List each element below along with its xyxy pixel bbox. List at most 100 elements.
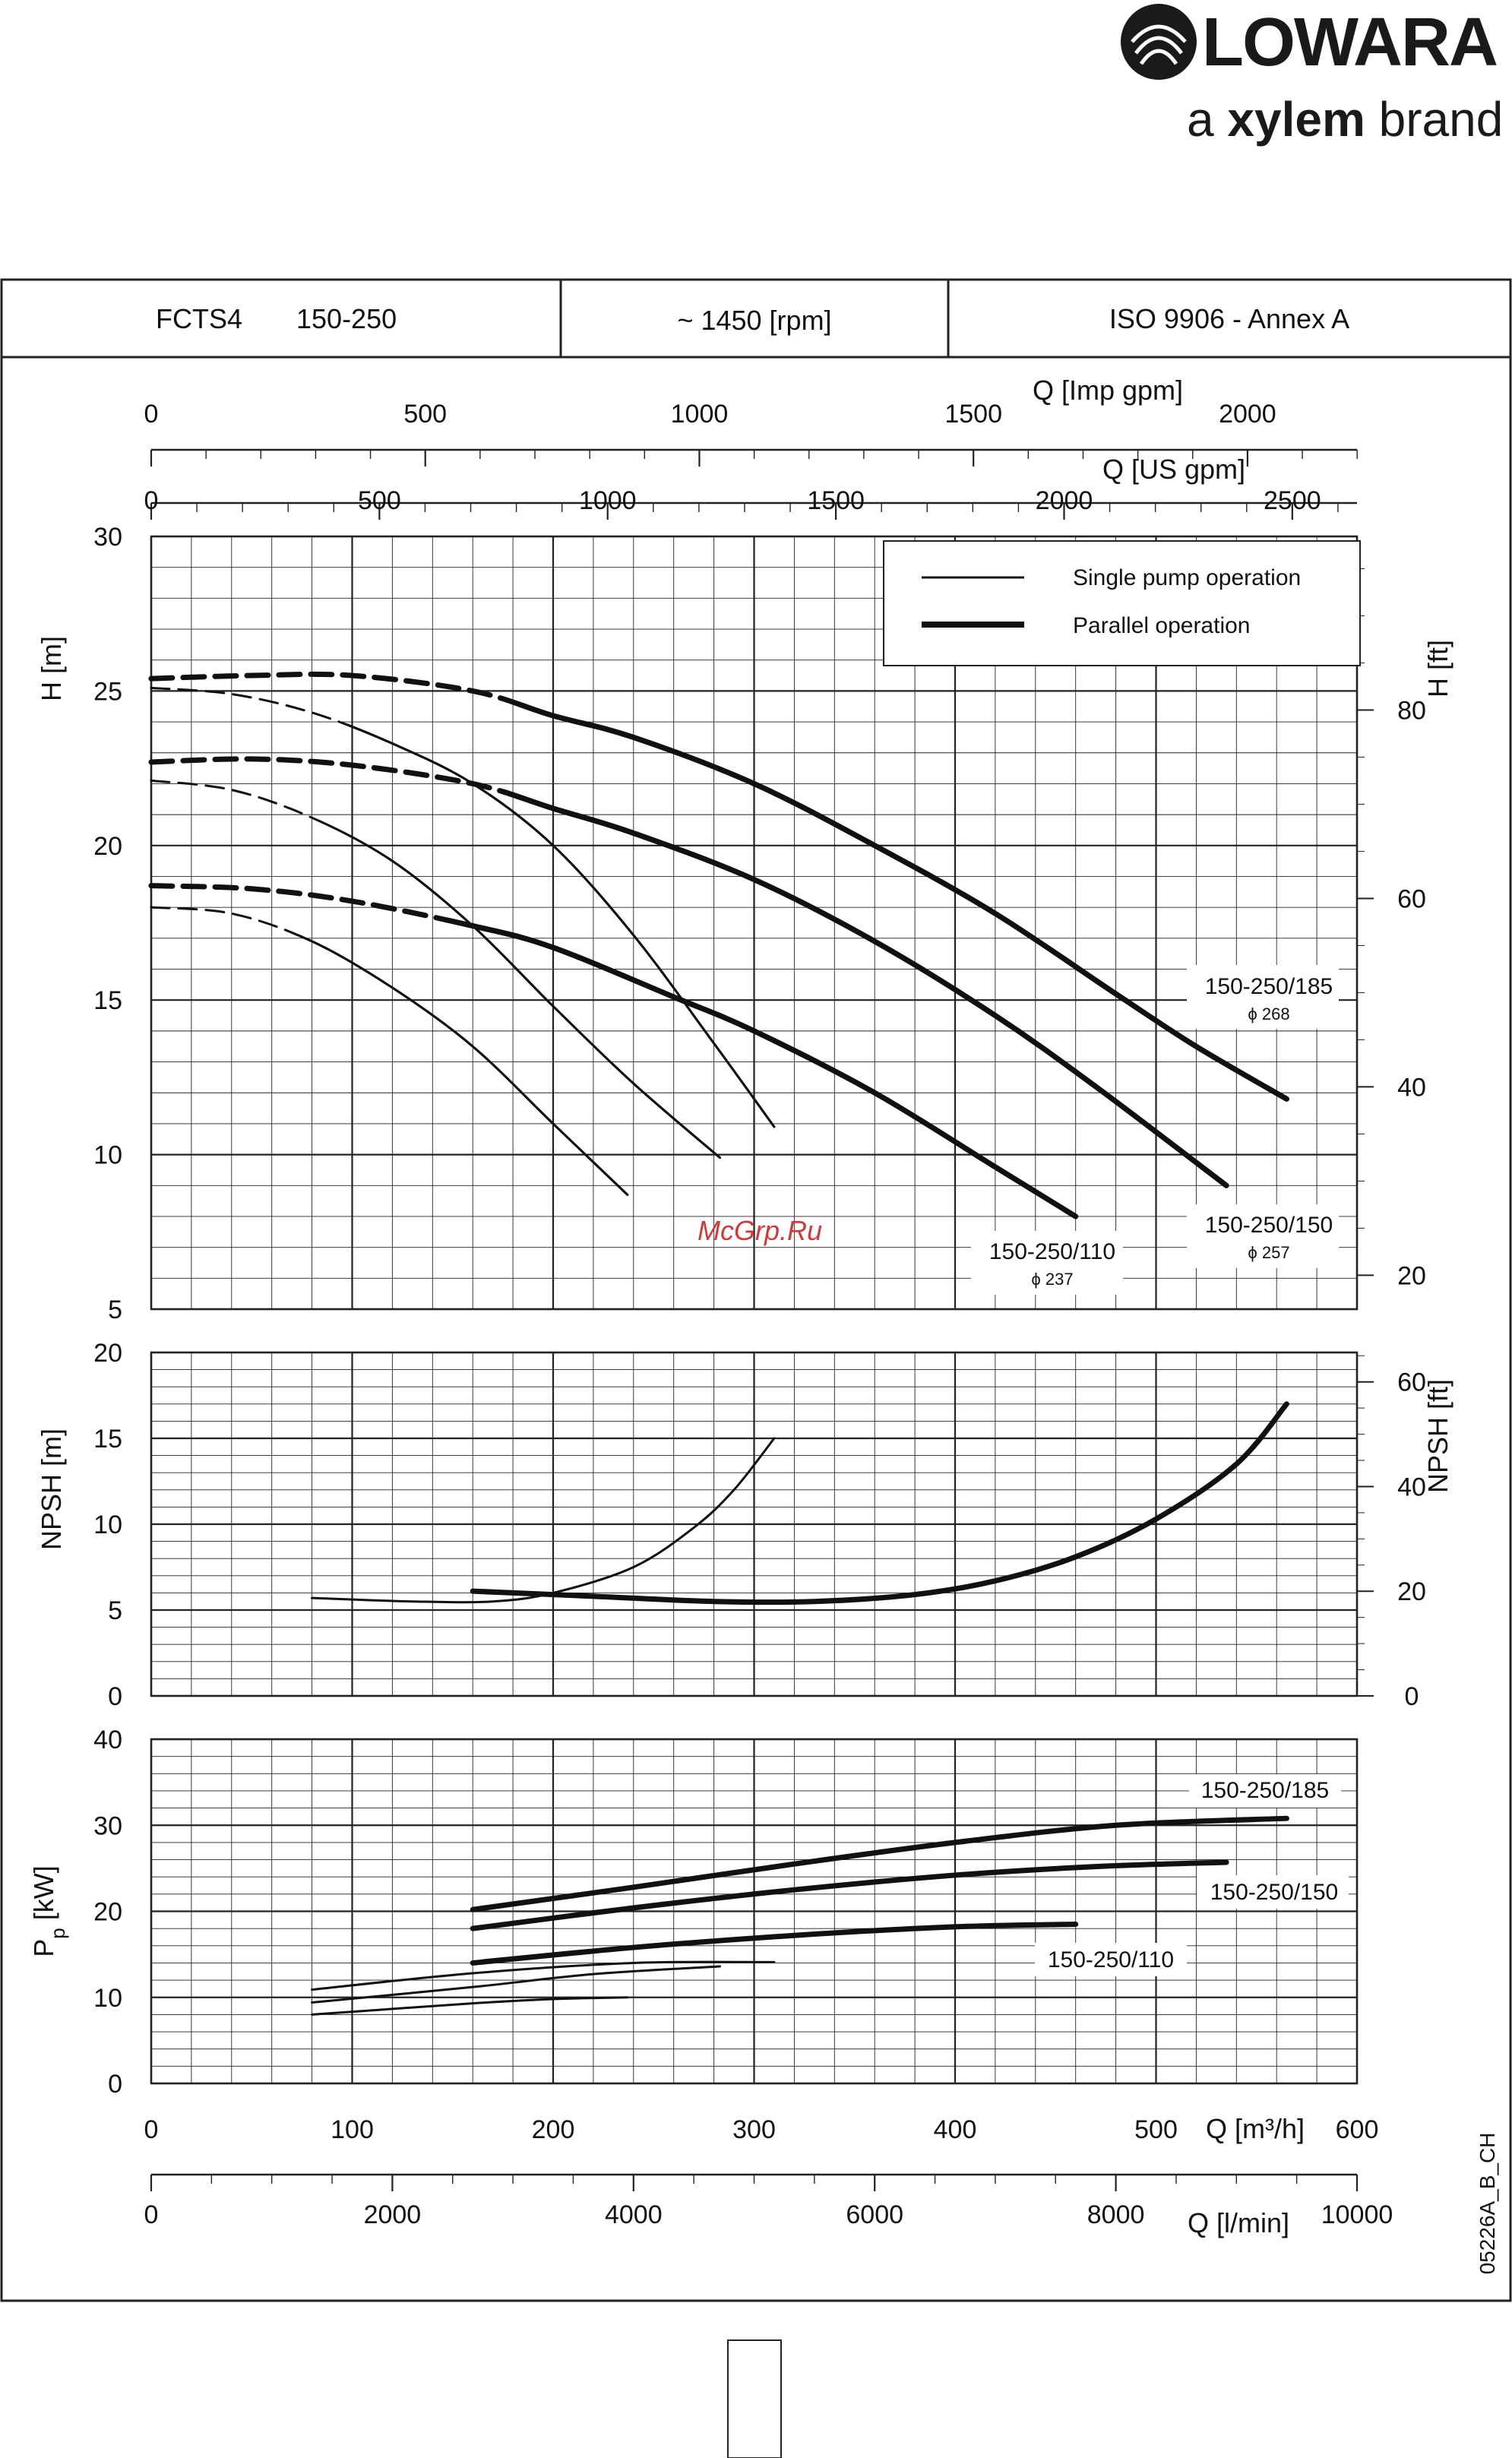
single-head-curve-solid — [150, 686, 776, 1128]
curve-label-bg-110 — [971, 1231, 1123, 1295]
y2-tick-label: 0 — [1405, 1682, 1419, 1711]
y2-axis-label: H [ft] — [1422, 640, 1453, 698]
single-power-curve — [311, 1965, 722, 2004]
brand-tagline-bold: xylem — [1227, 92, 1365, 147]
y-axis-label: NPSH [m] — [36, 1428, 67, 1550]
y-tick-label: 10 — [93, 1141, 122, 1170]
y-tick-label: 0 — [108, 2070, 122, 2099]
curve-label-bg-185 — [1187, 965, 1339, 1029]
us-gpm-tick-label: 1500 — [807, 486, 865, 515]
y-tick-label: 0 — [108, 1682, 122, 1711]
legend-single-label: Single pump operation — [1073, 565, 1301, 590]
lmin-tick-label: 0 — [144, 2200, 159, 2229]
lmin-tick-label: 10000 — [1321, 2200, 1393, 2229]
y-tick-label: 20 — [93, 1898, 122, 1927]
y-tick-label: 25 — [93, 677, 122, 706]
lmin-axis-label: Q [l/min] — [1188, 2207, 1289, 2238]
outer-frame — [0, 278, 1512, 2302]
brand-tagline: a xylem brand — [1187, 91, 1503, 147]
m3h-tick-label: 100 — [331, 2115, 374, 2144]
curve-label-150: 150-250/150 — [1205, 1213, 1333, 1238]
us-gpm-axis-label: Q [US gpm] — [1102, 454, 1245, 485]
y-tick-label: 15 — [93, 1425, 122, 1454]
power-label-bg-150 — [1197, 1875, 1349, 1909]
imp-gpm-tick-label: 1500 — [944, 400, 1002, 429]
y-tick-label: 20 — [93, 832, 122, 861]
m3h-axis-label-bg — [1185, 2112, 1330, 2146]
lmin-tick-label: 8000 — [1087, 2200, 1145, 2229]
bottom-axes: 0 100 200 300 400 500 600 Q [m³/h] 0 2000 4000 6000… — [144, 2112, 1393, 2238]
single-head-curve-solid — [150, 779, 722, 1159]
page-number-box — [727, 2339, 782, 2458]
single-power-curve — [311, 1960, 776, 1991]
brand-tagline-post: brand — [1365, 92, 1504, 147]
header-size: 150-250 — [296, 303, 397, 334]
power-curve-labels: 150-250/185 150-250/150 150-250/110 — [1035, 1774, 1349, 1976]
y2-tick-label: 60 — [1397, 884, 1426, 913]
brand-tagline-pre: a — [1187, 92, 1228, 147]
plot-frame — [150, 1738, 1359, 2085]
top-axes: 0 500 1000 1500 2000 Q [Imp gpm] 0 500 1000 1500 2… — [144, 375, 1358, 520]
m3h-tick-label: 0 — [144, 2115, 159, 2144]
m3h-tick-label: 300 — [732, 2115, 776, 2144]
y2-tick-label: 60 — [1397, 1368, 1426, 1397]
single-npsh-curve — [311, 1437, 776, 1604]
single-power-curve — [311, 1996, 629, 2016]
y2-tick-label: 80 — [1397, 696, 1426, 725]
lmin-tick-label: 4000 — [605, 2200, 663, 2229]
y-tick-label: 5 — [108, 1295, 122, 1324]
lmin-tick-label: 6000 — [846, 2200, 903, 2229]
single-head-curve-solid — [150, 906, 629, 1196]
y2-tick-label: 40 — [1397, 1473, 1426, 1501]
parallel-head-curve — [148, 756, 1229, 1188]
y-tick-label: 40 — [93, 1726, 122, 1754]
y2-tick-label: 40 — [1397, 1073, 1426, 1102]
y2-axis-label: NPSH [ft] — [1422, 1379, 1453, 1493]
plot-frame — [150, 1351, 1359, 1697]
y-tick-label: 30 — [93, 523, 122, 552]
curve-label-185-diameter: ϕ 268 — [1248, 1004, 1289, 1023]
legend: Single pump operation Parallel operation — [883, 540, 1361, 666]
curve-label-110: 150-250/110 — [989, 1239, 1115, 1264]
parallel-power-curve — [470, 1921, 1079, 1966]
m3h-tick-label: 500 — [1134, 2115, 1178, 2144]
parallel-head-curve-solid — [148, 756, 1229, 1188]
brand-logo: LOWARA a xylem brand — [1079, 0, 1512, 160]
y-tick-label: 10 — [93, 1511, 122, 1539]
us-gpm-tick-label: 0 — [144, 486, 159, 515]
y-tick-label: 15 — [93, 986, 122, 1015]
us-gpm-tick-label: 2500 — [1264, 486, 1321, 515]
curve-label-185: 150-250/185 — [1205, 974, 1333, 999]
brand-name: LOWARA — [1202, 5, 1498, 81]
parallel-head-curve — [148, 671, 1289, 1102]
parallel-npsh-curve — [470, 1401, 1289, 1605]
y2-tick-label: 20 — [1397, 1577, 1426, 1606]
y-axis-label: Pp [kW] — [28, 1865, 69, 1957]
imp-gpm-tick-label: 0 — [144, 400, 159, 429]
parallel-power-curve — [470, 1859, 1229, 1931]
us-gpm-tick-label: 1000 — [579, 486, 637, 515]
m3h-tick-label: 200 — [532, 2115, 575, 2144]
m3h-tick-label: 600 — [1336, 2115, 1379, 2144]
m3h-tick-label: 400 — [934, 2115, 977, 2144]
header-speed: ~ 1450 [rpm] — [677, 305, 831, 336]
us-gpm-tick-label: 2000 — [1036, 486, 1093, 515]
y2-tick-label: 20 — [1397, 1261, 1426, 1290]
power-panel: 0 10 20 30 40 Pp [kW] — [28, 1726, 1359, 2099]
lowara-swirl-icon — [1121, 4, 1197, 80]
parallel-head-curve-solid — [148, 883, 1079, 1220]
header-standard: ISO 9906 - Annex A — [1109, 303, 1349, 334]
curve-labels: 150-250/185 ϕ 268 150-250/150 ϕ 257 150-… — [971, 965, 1339, 1295]
doc-code: 05226A_B_CH — [1476, 2133, 1499, 2275]
power-label-bg-185 — [1189, 1774, 1341, 1808]
legend-parallel-label: Parallel operation — [1073, 613, 1250, 638]
power-label-185: 150-250/185 — [1201, 1778, 1330, 1803]
imp-gpm-tick-label: 1000 — [671, 400, 729, 429]
imp-gpm-tick-label: 2000 — [1219, 400, 1276, 429]
curve-label-110-diameter: ϕ 237 — [1031, 1270, 1073, 1289]
us-gpm-tick-label: 500 — [358, 486, 401, 515]
parallel-head-curve-solid — [148, 671, 1289, 1102]
parallel-power-curve — [470, 1815, 1289, 1912]
y-tick-label: 30 — [93, 1811, 122, 1840]
